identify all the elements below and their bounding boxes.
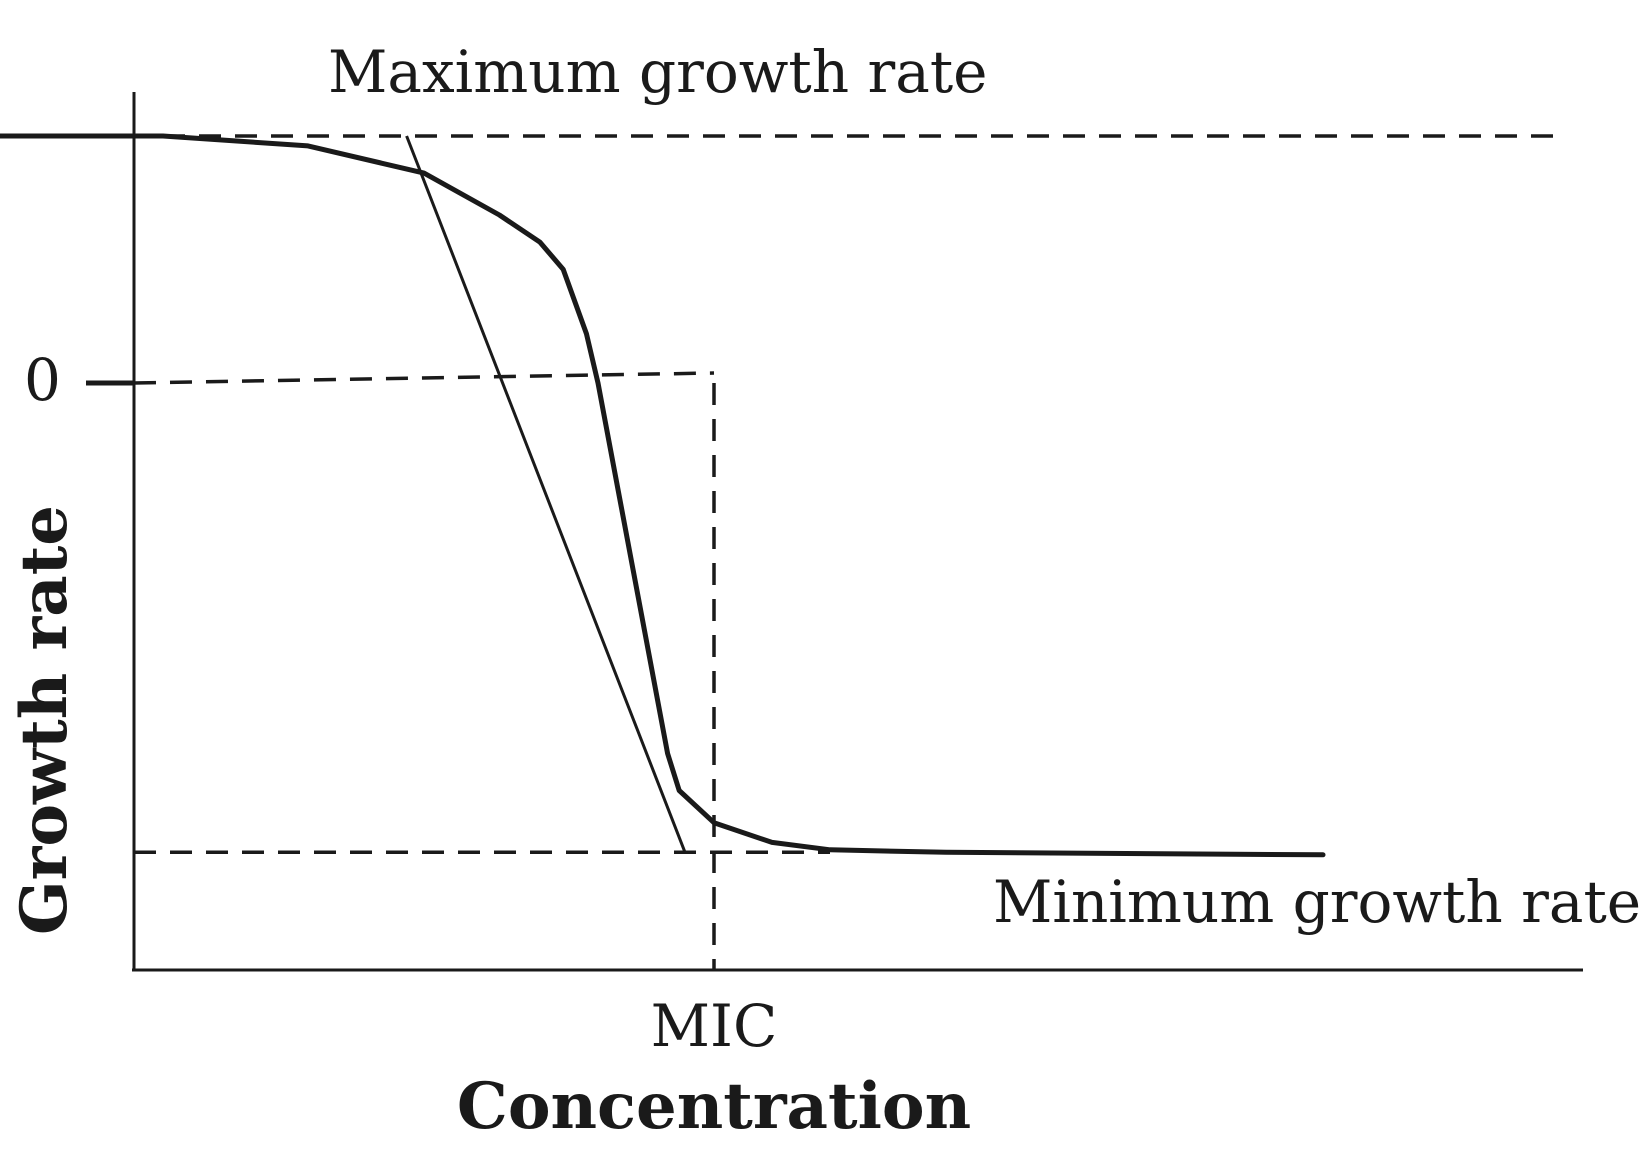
max-rate-annotation: Maximum growth rate xyxy=(328,38,987,106)
growth-curve xyxy=(0,133,1326,858)
axes xyxy=(86,92,1583,972)
reference-lines xyxy=(133,134,1563,970)
zero-rate-dashed-line xyxy=(133,371,715,385)
x-tick-label-mic: MIC xyxy=(651,992,778,1060)
x-axis-title: Concentration xyxy=(457,1069,971,1144)
tangent-line xyxy=(405,135,687,853)
y-axis-title: Growth rate xyxy=(7,505,82,935)
y-tick-label-zero: 0 xyxy=(24,346,61,414)
min-rate-annotation: Minimum growth rate xyxy=(993,868,1641,936)
